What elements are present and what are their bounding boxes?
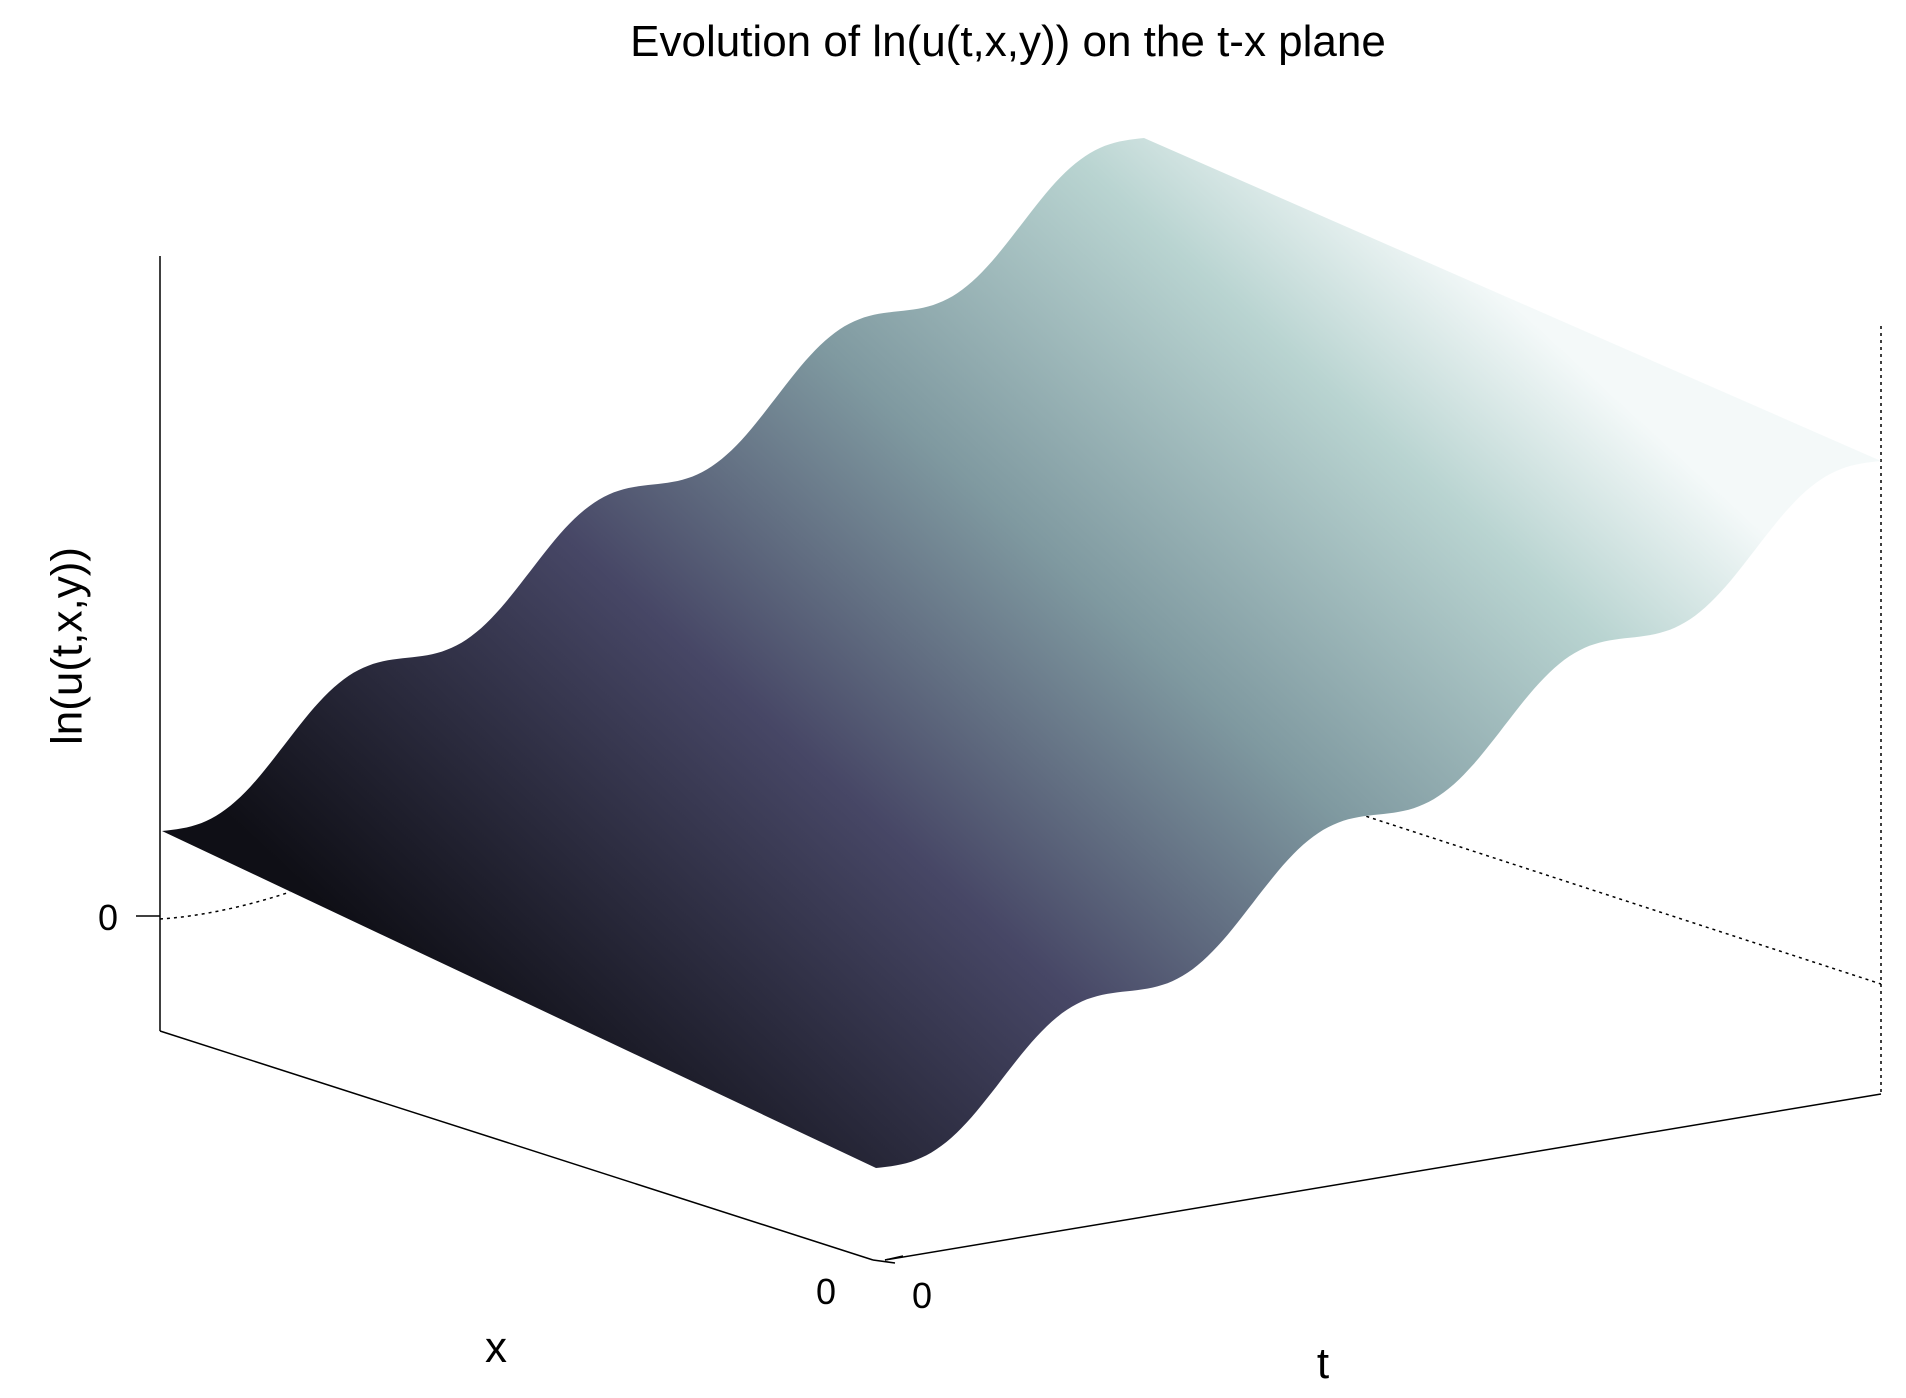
- z-axis-label: ln(u(t,x,y)): [43, 547, 92, 745]
- zero-contour: [1352, 811, 1882, 985]
- x-axis: [159, 1030, 874, 1261]
- chart-title: Evolution of ln(u(t,x,y)) on the t-x pla…: [630, 17, 1386, 66]
- surface-patch: [162, 138, 1881, 1168]
- z-tick-label: 0: [98, 897, 118, 938]
- t-tick-label: 0: [912, 1275, 932, 1316]
- t-tick: [884, 1255, 904, 1261]
- axes-box: [159, 256, 1882, 1261]
- x-tick-label: 0: [816, 1271, 836, 1312]
- x-axis-label: x: [485, 1323, 507, 1372]
- x-tick: [872, 1259, 896, 1264]
- zero-contour: [159, 891, 291, 920]
- surface: [162, 138, 1881, 1168]
- t-axis-label: t: [1317, 1339, 1329, 1388]
- t-axis: [884, 1093, 1882, 1261]
